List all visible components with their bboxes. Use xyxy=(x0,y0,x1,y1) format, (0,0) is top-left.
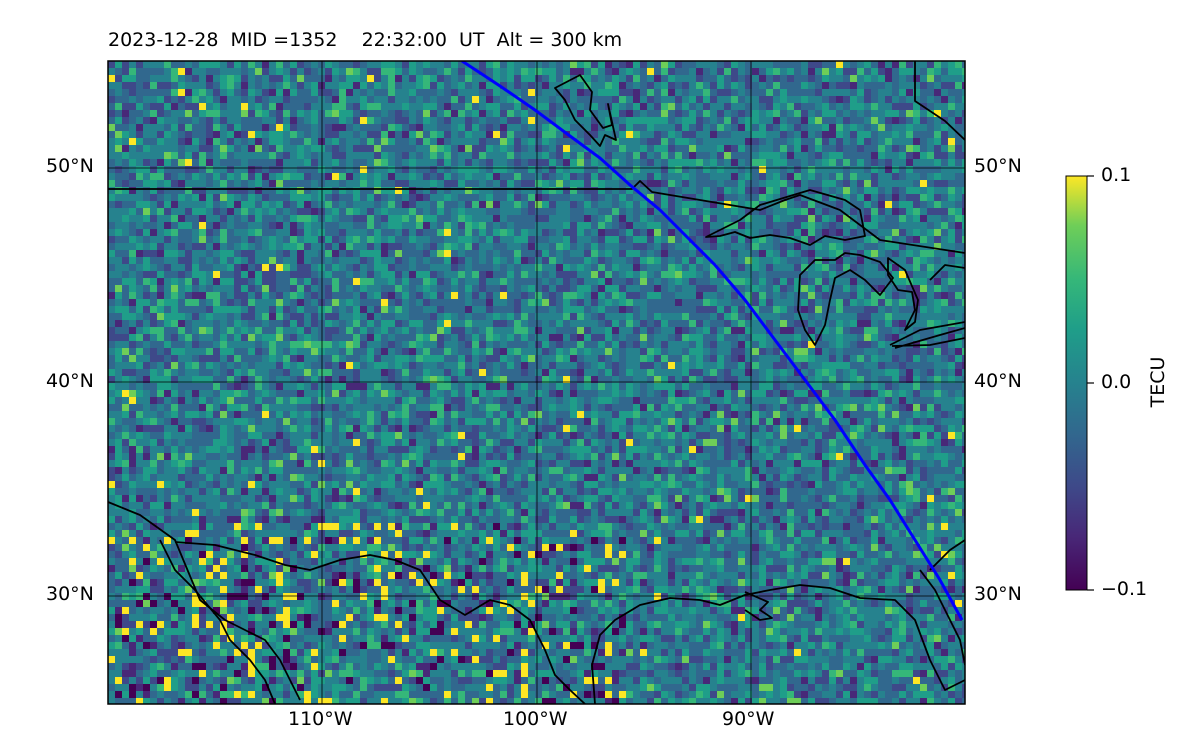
colorbar-tick-min: −0.1 xyxy=(1101,578,1148,600)
coastlines xyxy=(108,61,965,704)
terminator-line xyxy=(461,61,964,621)
map-gridlines xyxy=(108,61,965,704)
lat-label-40n-left: 40°N xyxy=(46,370,94,392)
lat-label-50n-left: 50°N xyxy=(46,155,94,177)
colorbar-tick-zero: 0.0 xyxy=(1101,371,1132,393)
lat-label-40n-right: 40°N xyxy=(974,370,1022,392)
lon-label-100w: 100°W xyxy=(503,708,568,730)
lat-label-30n-right: 30°N xyxy=(974,583,1022,605)
colorbar-ticks xyxy=(1087,175,1094,591)
lon-label-110w: 110°W xyxy=(288,708,353,730)
map-title: 2023-12-28 MID =1352 22:32:00 UT Alt = 3… xyxy=(108,29,623,51)
lon-label-90w: 90°W xyxy=(722,708,775,730)
colorbar-label: TECU xyxy=(1147,356,1169,408)
colorbar xyxy=(1065,175,1088,591)
tec-data-grid xyxy=(108,61,965,704)
map-frame xyxy=(107,60,966,705)
lat-label-30n-left: 30°N xyxy=(46,583,94,605)
lat-label-50n-right: 50°N xyxy=(974,155,1022,177)
colorbar-tick-max: 0.1 xyxy=(1101,164,1132,186)
